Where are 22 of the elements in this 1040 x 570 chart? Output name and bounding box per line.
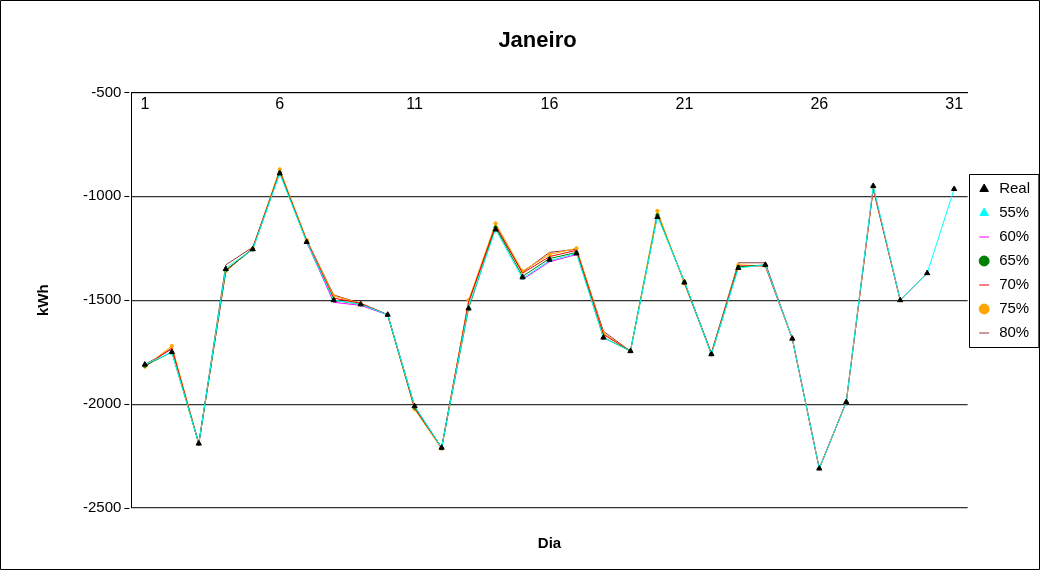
x-tick-label: 11 xyxy=(406,95,424,113)
y-tick-label: -2000 xyxy=(82,394,122,412)
legend-label: 55% xyxy=(999,203,1030,221)
x-tick-label: 1 xyxy=(140,95,150,113)
y-tick-label: -1000 xyxy=(82,186,122,204)
x-axis-title: Dia xyxy=(537,534,562,552)
legend-label: 75% xyxy=(999,299,1030,317)
legend-label: Real xyxy=(999,179,1031,197)
y-axis-title: kWh xyxy=(34,284,52,317)
y-tick-label: -2500 xyxy=(82,498,122,516)
y-tick-label: -500 xyxy=(91,82,122,100)
legend-label: 70% xyxy=(999,275,1030,293)
legend-label: 65% xyxy=(999,251,1030,269)
legend-label: 80% xyxy=(999,323,1030,341)
x-tick-label: 6 xyxy=(275,95,285,113)
legend-label: 60% xyxy=(999,227,1030,245)
x-tick-label: 26 xyxy=(810,95,829,113)
x-tick-label: 21 xyxy=(675,95,694,113)
chart-title: Janeiro xyxy=(498,27,577,53)
x-tick-label: 16 xyxy=(540,95,559,113)
y-tick-label: -1500 xyxy=(82,290,122,308)
x-tick-label: 31 xyxy=(945,95,964,113)
